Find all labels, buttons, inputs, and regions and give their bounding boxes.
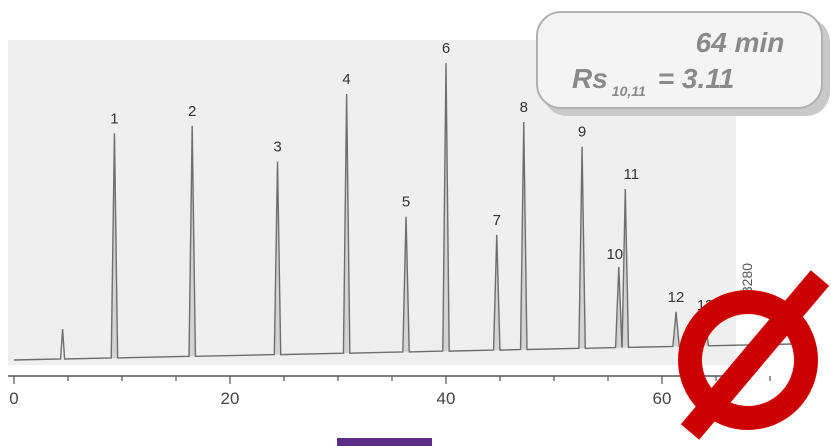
peak-11 — [622, 189, 629, 348]
x-tick-label-40: 40 — [437, 389, 456, 408]
peak-4 — [343, 94, 350, 354]
x-tick-label-0: 0 — [9, 389, 18, 408]
prohibited-slash — [680, 270, 830, 440]
badge-rs: Rs — [572, 63, 608, 94]
badge-rs-value: = 3.11 — [658, 63, 735, 94]
x-axis-tick-labels: 0 20 40 60 — [9, 389, 671, 408]
badge-box — [536, 11, 823, 109]
peak-label-3: 3 — [273, 139, 281, 156]
badge-time: 64 min — [696, 27, 785, 58]
peak-5 — [402, 216, 410, 352]
peak-6 — [442, 63, 450, 352]
peak-3 — [274, 161, 281, 355]
badge-rs-subscript: 10,11 — [612, 83, 646, 99]
peak-label-11: 11 — [624, 166, 640, 183]
chromatogram-trace — [13, 63, 792, 361]
peak-label-9: 9 — [578, 124, 586, 141]
peak-fills — [111, 63, 709, 358]
peak-10 — [615, 266, 622, 348]
x-tick-label-60: 60 — [653, 389, 672, 408]
peak-label-6: 6 — [442, 40, 450, 57]
x-axis-ticks — [13, 376, 771, 384]
peak-9 — [578, 146, 586, 349]
peak-label-12: 12 — [668, 289, 685, 306]
peak-label-10: 10 — [606, 246, 623, 263]
peak-12 — [672, 311, 680, 347]
peak-label-1: 1 — [110, 110, 118, 127]
x-tick-label-20: 20 — [221, 389, 240, 408]
footer-bar — [337, 438, 432, 446]
peak-7 — [493, 234, 500, 351]
prohibited-ring — [678, 290, 818, 430]
peak-label-7: 7 — [493, 212, 501, 229]
peak-label-8: 8 — [520, 99, 528, 116]
peak-label-5: 5 — [402, 194, 410, 211]
resolution-badge: 64 min Rs 10,11 = 3.11 — [536, 11, 830, 116]
peak-8 — [520, 122, 527, 350]
badge-resolution: Rs 10,11 = 3.11 — [572, 63, 734, 99]
peak-label-2: 2 — [188, 103, 196, 120]
prohibited-sign-icon — [678, 270, 830, 440]
peak-2 — [189, 125, 196, 357]
peak-1 — [111, 133, 118, 358]
peak-label-4: 4 — [342, 71, 350, 88]
